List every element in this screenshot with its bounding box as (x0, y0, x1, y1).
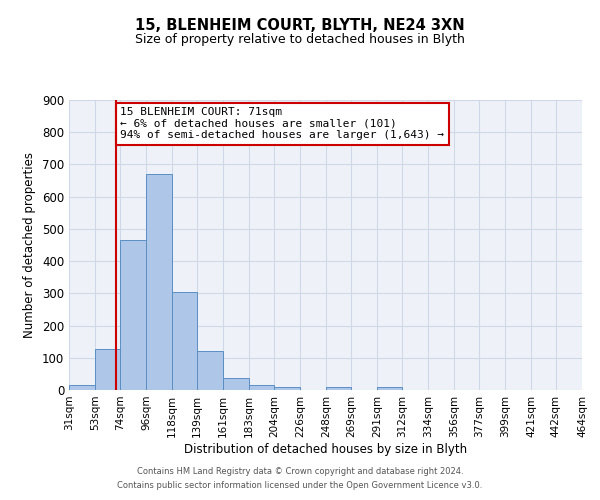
Text: 15 BLENHEIM COURT: 71sqm
← 6% of detached houses are smaller (101)
94% of semi-d: 15 BLENHEIM COURT: 71sqm ← 6% of detache… (121, 108, 444, 140)
Bar (172, 292, 197, 390)
Bar (223, 378, 249, 390)
Bar (377, 388, 402, 390)
Y-axis label: Number of detached properties: Number of detached properties (23, 152, 37, 338)
Bar (69, 385, 95, 390)
Text: Contains HM Land Registry data © Crown copyright and database right 2024.: Contains HM Land Registry data © Crown c… (137, 467, 463, 476)
Bar (146, 174, 172, 390)
Text: Size of property relative to detached houses in Blyth: Size of property relative to detached ho… (135, 32, 465, 46)
Bar (326, 388, 351, 390)
Bar (274, 388, 300, 390)
Bar (197, 352, 223, 390)
Bar (95, 349, 120, 390)
Bar (120, 240, 146, 390)
X-axis label: Distribution of detached houses by size in Blyth: Distribution of detached houses by size … (184, 442, 467, 456)
Text: Contains public sector information licensed under the Open Government Licence v3: Contains public sector information licen… (118, 481, 482, 490)
Bar (249, 385, 274, 390)
Text: 15, BLENHEIM COURT, BLYTH, NE24 3XN: 15, BLENHEIM COURT, BLYTH, NE24 3XN (135, 18, 465, 32)
